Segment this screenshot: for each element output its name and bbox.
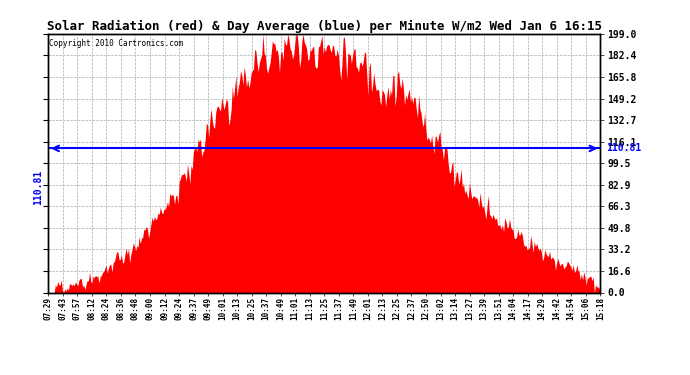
Text: Copyright 2010 Cartronics.com: Copyright 2010 Cartronics.com <box>50 39 184 48</box>
Text: 110.81: 110.81 <box>606 143 641 153</box>
Title: Solar Radiation (red) & Day Average (blue) per Minute W/m2 Wed Jan 6 16:15: Solar Radiation (red) & Day Average (blu… <box>47 20 602 33</box>
Text: 110.81: 110.81 <box>33 170 43 205</box>
